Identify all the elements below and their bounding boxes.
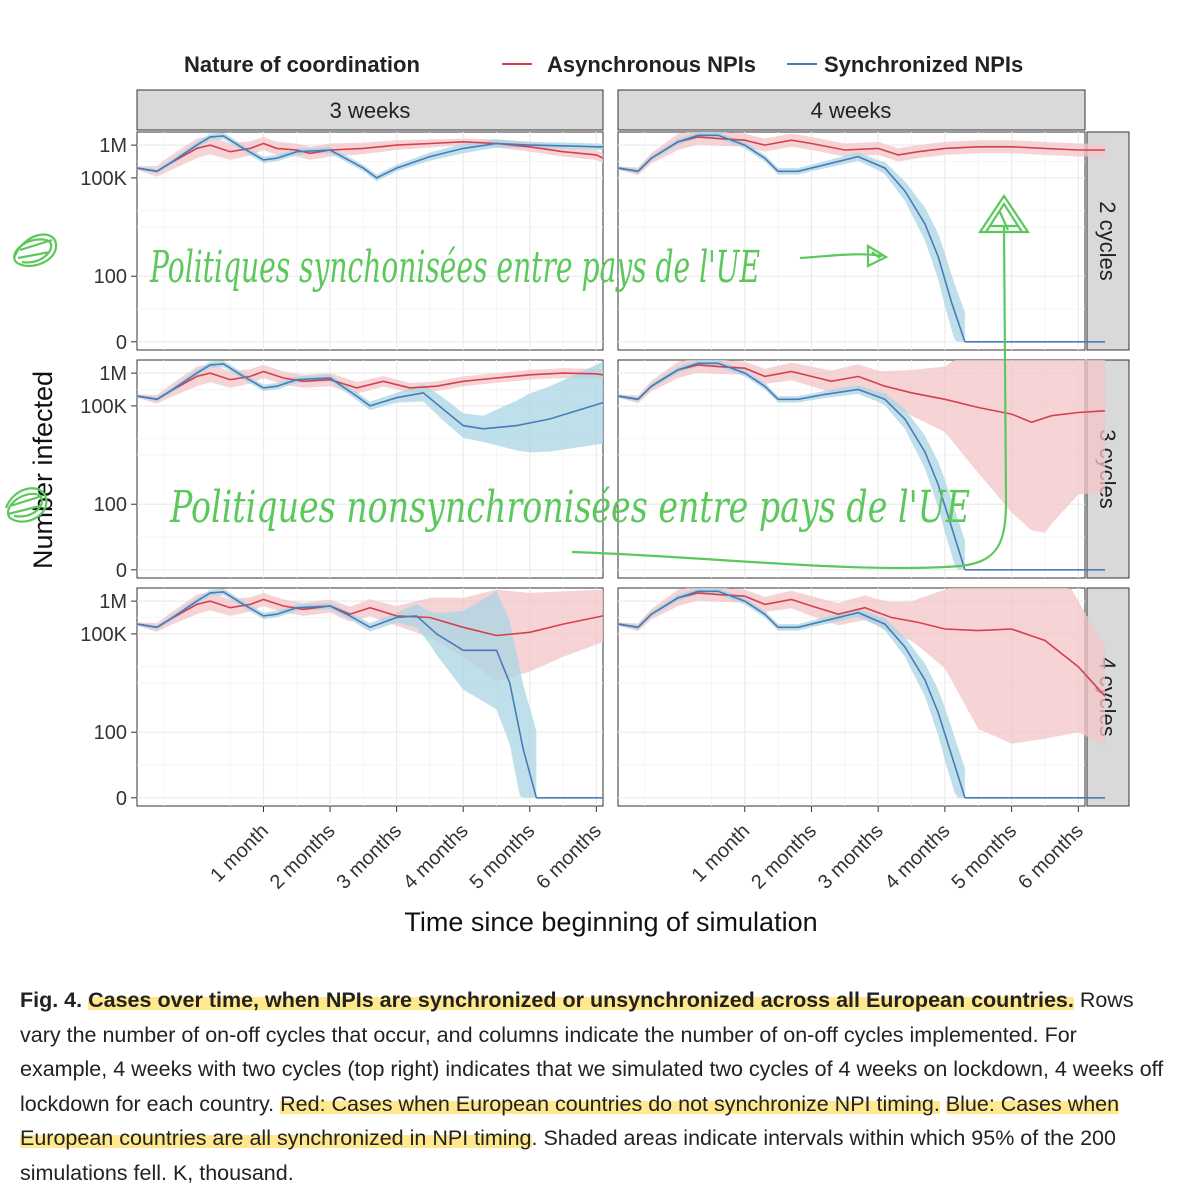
panel-r0-c1 — [617, 131, 1105, 351]
y-tick-label: 100K — [80, 168, 127, 190]
y-tick-label: 1M — [99, 135, 127, 157]
annotation-arrow-bottom — [571, 225, 1008, 570]
figure-caption: Fig. 4. Cases over time, when NPIs are s… — [20, 983, 1170, 1190]
panel-frame — [136, 131, 604, 351]
y-tick-label: 0 — [116, 332, 127, 354]
strip-col-1-label: 4 weeks — [811, 98, 892, 123]
async-band — [618, 588, 1105, 746]
caption-text-1: Rows vary the number of on-off cycles th… — [20, 988, 1164, 1116]
x-tick-label: 3 months — [814, 820, 888, 894]
x-tick-label: 4 months — [881, 820, 955, 894]
sync-band — [137, 588, 537, 798]
panel-frame — [617, 131, 1086, 351]
y-axis-ticks: 1M 100K 100 0 1M 100K 100 0 1M 100K 100 0 — [80, 135, 137, 810]
annotation-sync-text: Politiques synchonisées entre pays de l'… — [149, 242, 760, 293]
x-tick-label: 4 months — [399, 820, 473, 894]
caption-red: Red: Cases when European countries do no… — [280, 1091, 940, 1116]
annotations — [4, 194, 1031, 570]
legend-async-label: Asynchronous NPIs — [547, 52, 756, 77]
annotation-arrow-top — [799, 244, 889, 268]
async-line — [136, 370, 604, 401]
figure: Nature of coordination Asynchronous NPIs… — [4, 52, 1130, 937]
panel-r1-c1 — [617, 359, 1106, 579]
sync-line — [617, 134, 966, 343]
panel-r0-c0 — [136, 131, 604, 351]
sync-band — [618, 588, 965, 798]
sync-band — [618, 132, 965, 342]
caption-sep — [940, 1092, 946, 1116]
async-line — [136, 140, 604, 173]
legend-sync-label: Synchronized NPIs — [824, 52, 1023, 77]
sync-line — [617, 362, 966, 571]
legend: Nature of coordination Asynchronous NPIs… — [184, 52, 1023, 77]
y-tick-label: 100 — [94, 266, 127, 288]
panel-r1-c0 — [136, 359, 604, 579]
caption-label: Fig. 4. — [20, 988, 83, 1012]
y-tick-label: 100 — [94, 494, 127, 516]
sync-line — [617, 590, 966, 799]
x-tick-label: 6 months — [532, 820, 606, 894]
strip-col-0 — [136, 89, 604, 131]
async-line — [136, 598, 604, 637]
y-tick-label: 100K — [80, 396, 127, 418]
y-tick-label: 100K — [80, 624, 127, 646]
x-tick-label: 3 months — [332, 820, 406, 894]
y-tick-label: 1M — [99, 363, 127, 385]
scribble-mark-top — [12, 233, 58, 267]
x-tick-label: 6 months — [1014, 820, 1088, 894]
annotation-arrow-head — [977, 194, 1031, 234]
panels — [136, 131, 1106, 807]
sync-line — [136, 591, 538, 799]
y-tick-label: 0 — [116, 788, 127, 810]
panel-r2-c1 — [617, 587, 1106, 807]
x-tick-label: 5 months — [466, 820, 540, 894]
strip-col-1 — [617, 89, 1086, 131]
sync-line — [136, 135, 603, 179]
x-tick-label: 2 months — [266, 820, 340, 894]
legend-title: Nature of coordination — [184, 52, 420, 77]
x-tick-label: 2 months — [747, 820, 821, 894]
strip-row-0-label: 2 cycles — [1095, 201, 1120, 280]
x-axis-title: Time since beginning of simulation — [404, 907, 817, 937]
scribble-mark-middle — [4, 487, 48, 523]
x-tick-label: 5 months — [947, 820, 1021, 894]
caption-text-2: . Shaded areas indicate intervals within… — [20, 1126, 1116, 1185]
strip-col-0-label: 3 weeks — [330, 98, 411, 123]
y-tick-label: 0 — [116, 560, 127, 582]
y-tick-label: 100 — [94, 722, 127, 744]
sync-band — [618, 360, 965, 570]
x-tick-label: 1 month — [688, 820, 755, 887]
strip-row-0 — [1086, 131, 1130, 351]
x-tick-label: 1 month — [206, 820, 273, 887]
annotation-nonsync-text: Politiques nonsynchronisées entre pays d… — [169, 482, 970, 533]
y-axis-title: Number infected — [28, 371, 58, 569]
y-tick-label: 1M — [99, 591, 127, 613]
caption-title: Cases over time, when NPIs are synchroni… — [88, 988, 1074, 1012]
async-band — [618, 360, 1105, 533]
panel-r2-c0 — [136, 587, 604, 807]
sync-line — [136, 363, 604, 430]
